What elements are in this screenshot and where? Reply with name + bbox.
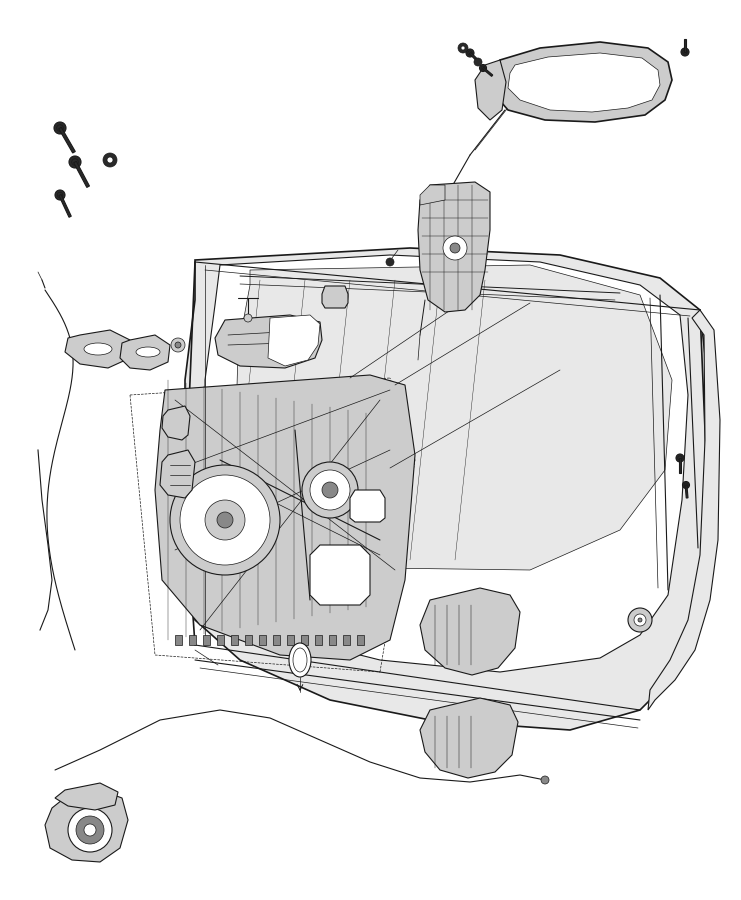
- Circle shape: [72, 158, 79, 166]
- Polygon shape: [420, 698, 518, 778]
- Polygon shape: [160, 450, 195, 498]
- Circle shape: [68, 808, 112, 852]
- Polygon shape: [648, 310, 720, 710]
- Circle shape: [205, 500, 245, 540]
- Circle shape: [386, 258, 394, 266]
- Circle shape: [541, 776, 549, 784]
- Circle shape: [628, 608, 652, 632]
- Circle shape: [676, 454, 684, 462]
- Circle shape: [69, 156, 81, 168]
- Ellipse shape: [84, 343, 112, 355]
- Polygon shape: [469, 52, 481, 64]
- Circle shape: [479, 65, 487, 71]
- Polygon shape: [155, 375, 415, 660]
- Circle shape: [54, 122, 66, 134]
- Polygon shape: [475, 60, 506, 120]
- Polygon shape: [315, 635, 322, 645]
- Polygon shape: [205, 255, 688, 672]
- Polygon shape: [343, 635, 350, 645]
- Polygon shape: [420, 588, 520, 675]
- Polygon shape: [189, 635, 196, 645]
- Circle shape: [678, 455, 682, 460]
- Polygon shape: [268, 315, 320, 366]
- Circle shape: [57, 193, 63, 198]
- Polygon shape: [65, 330, 130, 368]
- Polygon shape: [310, 545, 370, 605]
- Circle shape: [461, 46, 465, 50]
- Polygon shape: [420, 185, 445, 205]
- Polygon shape: [482, 68, 493, 76]
- Polygon shape: [185, 248, 710, 730]
- Polygon shape: [231, 635, 238, 645]
- Polygon shape: [322, 286, 348, 308]
- Ellipse shape: [289, 643, 311, 677]
- Circle shape: [450, 243, 460, 253]
- Polygon shape: [45, 790, 128, 862]
- Polygon shape: [684, 39, 686, 52]
- Circle shape: [634, 614, 646, 626]
- Polygon shape: [495, 42, 672, 122]
- Circle shape: [55, 190, 65, 200]
- Circle shape: [322, 482, 338, 498]
- Polygon shape: [245, 635, 252, 645]
- Polygon shape: [235, 265, 672, 570]
- Polygon shape: [215, 315, 322, 368]
- Circle shape: [638, 618, 642, 622]
- Polygon shape: [217, 635, 224, 645]
- Circle shape: [217, 512, 233, 528]
- Polygon shape: [679, 458, 681, 473]
- Circle shape: [84, 824, 96, 836]
- Circle shape: [682, 482, 689, 489]
- Polygon shape: [508, 53, 660, 112]
- Polygon shape: [59, 127, 76, 153]
- Circle shape: [681, 48, 689, 56]
- Circle shape: [443, 236, 467, 260]
- Ellipse shape: [136, 347, 160, 357]
- Circle shape: [458, 43, 468, 53]
- Circle shape: [310, 470, 350, 510]
- Circle shape: [466, 49, 474, 57]
- Circle shape: [171, 338, 185, 352]
- Circle shape: [474, 58, 482, 66]
- Polygon shape: [59, 194, 71, 217]
- Circle shape: [57, 125, 63, 131]
- Circle shape: [468, 50, 472, 55]
- Polygon shape: [329, 635, 336, 645]
- Polygon shape: [73, 161, 90, 187]
- Circle shape: [170, 465, 280, 575]
- Circle shape: [481, 66, 485, 70]
- Polygon shape: [120, 335, 170, 370]
- Polygon shape: [203, 635, 210, 645]
- Circle shape: [76, 816, 104, 844]
- Circle shape: [682, 50, 687, 54]
- Circle shape: [684, 483, 688, 487]
- Polygon shape: [259, 635, 266, 645]
- Polygon shape: [175, 635, 182, 645]
- Circle shape: [302, 462, 358, 518]
- Circle shape: [180, 475, 270, 565]
- Polygon shape: [357, 635, 364, 645]
- Polygon shape: [287, 635, 294, 645]
- Ellipse shape: [293, 648, 307, 672]
- Circle shape: [103, 153, 117, 167]
- Circle shape: [107, 157, 113, 163]
- Polygon shape: [418, 182, 490, 312]
- Polygon shape: [685, 485, 688, 498]
- Circle shape: [244, 314, 252, 322]
- Circle shape: [175, 342, 181, 348]
- Polygon shape: [301, 635, 308, 645]
- Polygon shape: [55, 783, 118, 810]
- Polygon shape: [273, 635, 280, 645]
- Polygon shape: [162, 406, 190, 440]
- Polygon shape: [350, 490, 385, 522]
